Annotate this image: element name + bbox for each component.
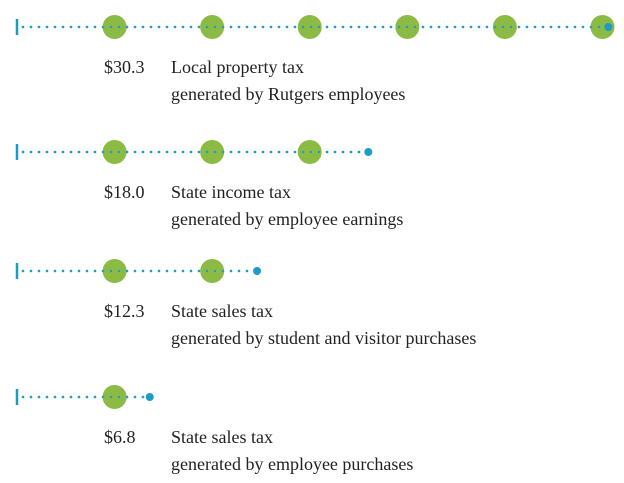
increment-circle bbox=[590, 15, 615, 39]
increment-circle bbox=[102, 140, 127, 164]
row: $6.8 State sales tax generated by employee… bbox=[15, 385, 413, 474]
increment-circle bbox=[200, 140, 225, 164]
end-dot bbox=[145, 393, 154, 401]
description: State income tax bbox=[171, 182, 291, 202]
value-label: $12.3 bbox=[104, 301, 145, 321]
description: generated by employee purchases bbox=[171, 454, 413, 474]
increment-circle bbox=[102, 15, 127, 39]
increment-circle bbox=[297, 15, 322, 39]
increment-circle bbox=[297, 140, 322, 164]
increment-circle bbox=[492, 15, 517, 39]
description: generated by student and visitor purchas… bbox=[171, 328, 476, 348]
end-dot bbox=[364, 148, 373, 156]
row: $30.3 Local property tax generated by Rutg… bbox=[15, 15, 615, 104]
increment-circle bbox=[200, 15, 225, 39]
increment-circle bbox=[102, 259, 127, 283]
end-dot bbox=[253, 267, 262, 275]
description: State sales tax bbox=[171, 427, 273, 447]
increment-circle bbox=[102, 385, 127, 409]
description: generated by employee earnings bbox=[171, 209, 403, 229]
description: Local property tax bbox=[171, 57, 304, 77]
value-label: $6.8 bbox=[104, 427, 136, 447]
row: $12.3 State sales tax generated by student… bbox=[15, 259, 476, 348]
value-label: $30.3 bbox=[104, 57, 145, 77]
description: State sales tax bbox=[171, 301, 273, 321]
value-label: $18.0 bbox=[104, 182, 145, 202]
increment-circle bbox=[200, 259, 225, 283]
row: $18.0 State income tax generated by employ… bbox=[15, 140, 403, 229]
end-dot bbox=[604, 23, 613, 31]
description: generated by Rutgers employees bbox=[171, 84, 405, 104]
